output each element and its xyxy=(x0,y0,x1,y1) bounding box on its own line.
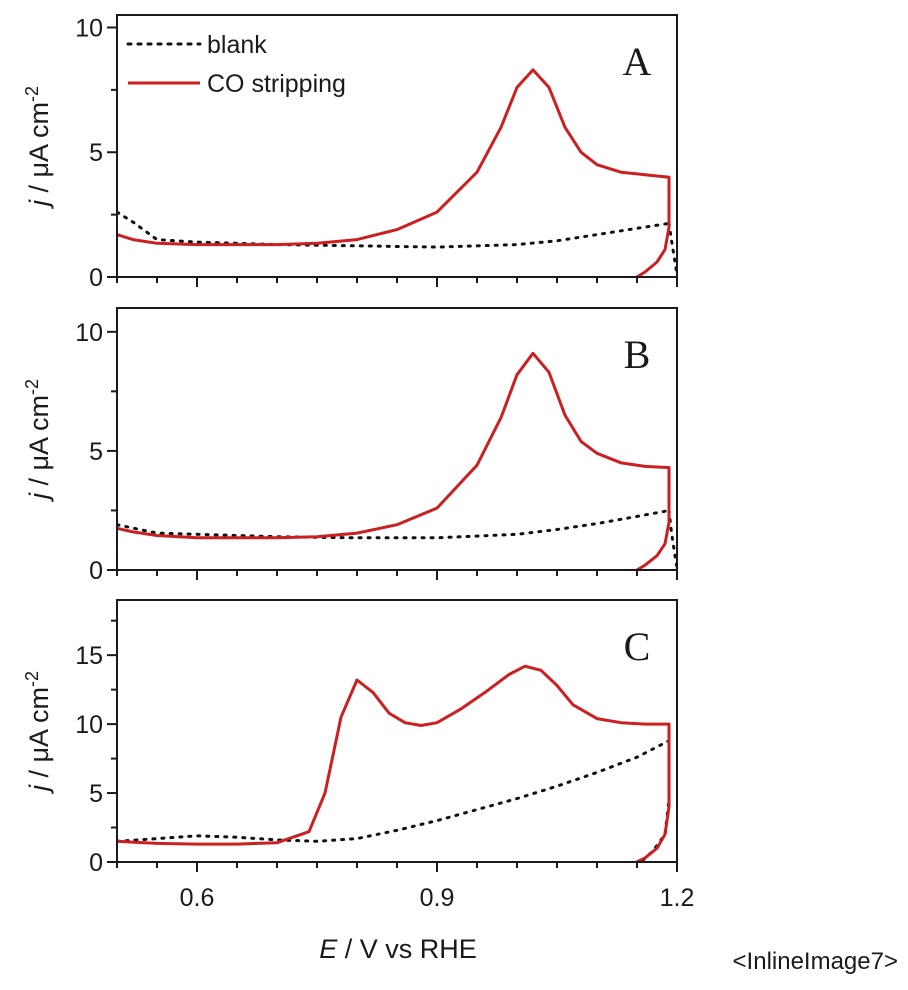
y-axis-title-units: / μA cm xyxy=(24,687,54,785)
y-axis-title: j / μA cm-2 xyxy=(22,379,54,503)
y-tick-label: 5 xyxy=(89,438,103,466)
panel-c-series xyxy=(117,664,671,862)
y-axis-title-exponent: -2 xyxy=(22,379,42,395)
series-blank-line xyxy=(639,739,671,862)
series-co-stripping-line xyxy=(635,722,671,862)
y-tick-label: 5 xyxy=(89,139,103,167)
x-tick-label: 0.9 xyxy=(420,884,455,912)
x-tick-label: 1.2 xyxy=(660,884,695,912)
panel-c: 0 5 10 15 Cj / μA cm-2 xyxy=(22,599,678,877)
y-axis-title-exponent: -2 xyxy=(22,86,42,102)
legend-label-blank: blank xyxy=(207,31,267,59)
y-axis-title-symbol: j xyxy=(24,492,54,503)
series-co-stripping-line xyxy=(117,351,671,540)
panel-a-series xyxy=(117,68,677,277)
panel-b-series xyxy=(117,351,677,570)
y-axis-title-exponent: -2 xyxy=(22,671,42,687)
x-axis-title: E / V vs RHE xyxy=(319,934,477,964)
y-tick-label: 5 xyxy=(89,780,103,808)
y-tick-label: 0 xyxy=(89,849,103,877)
y-axis-title-units: / μA cm xyxy=(24,395,54,493)
y-axis-title-units: / μA cm xyxy=(24,102,54,200)
y-tick-label: 10 xyxy=(75,711,103,739)
panel-a-frame xyxy=(116,14,678,278)
panel-letter: B xyxy=(624,332,651,377)
y-axis-title-symbol: j xyxy=(24,199,54,210)
y-axis-title: j / μA cm-2 xyxy=(22,671,54,795)
legend-label-co-stripping: CO stripping xyxy=(207,70,346,98)
y-axis-title: j / μA cm-2 xyxy=(22,86,54,210)
x-tick-label: 0.6 xyxy=(180,884,215,912)
series-blank-line xyxy=(117,739,671,843)
series-blank-line xyxy=(117,509,671,540)
legend: blank CO stripping xyxy=(126,31,346,98)
panel-c-frame xyxy=(116,599,678,863)
inline-image-caption: <InlineImage7> xyxy=(732,948,898,975)
series-co-stripping-line xyxy=(117,664,671,846)
y-tick-label: 10 xyxy=(75,319,103,347)
series-co-stripping-line xyxy=(635,175,671,277)
y-tick-label: 10 xyxy=(75,14,103,42)
panel-b: 0 5 10 Bj / μA cm-2 xyxy=(22,307,678,585)
y-tick-label: 0 xyxy=(89,264,103,292)
series-blank-line xyxy=(117,210,671,249)
y-tick-label: 15 xyxy=(75,642,103,670)
y-tick-label: 0 xyxy=(89,557,103,585)
panel-a: 0 5 10 Aj / μA cm-2 xyxy=(22,14,678,292)
panel-letter: C xyxy=(624,624,651,669)
panel-b-frame xyxy=(116,307,678,571)
y-axis-title-symbol: j xyxy=(24,784,54,795)
series-co-stripping-line xyxy=(635,466,671,570)
x-axis-title-symbol: E xyxy=(319,934,338,964)
panel-letter: A xyxy=(623,39,652,84)
x-axis-title-units: / V vs RHE xyxy=(337,934,477,964)
series-co-stripping-line xyxy=(117,68,671,247)
series-blank-line xyxy=(667,221,677,276)
